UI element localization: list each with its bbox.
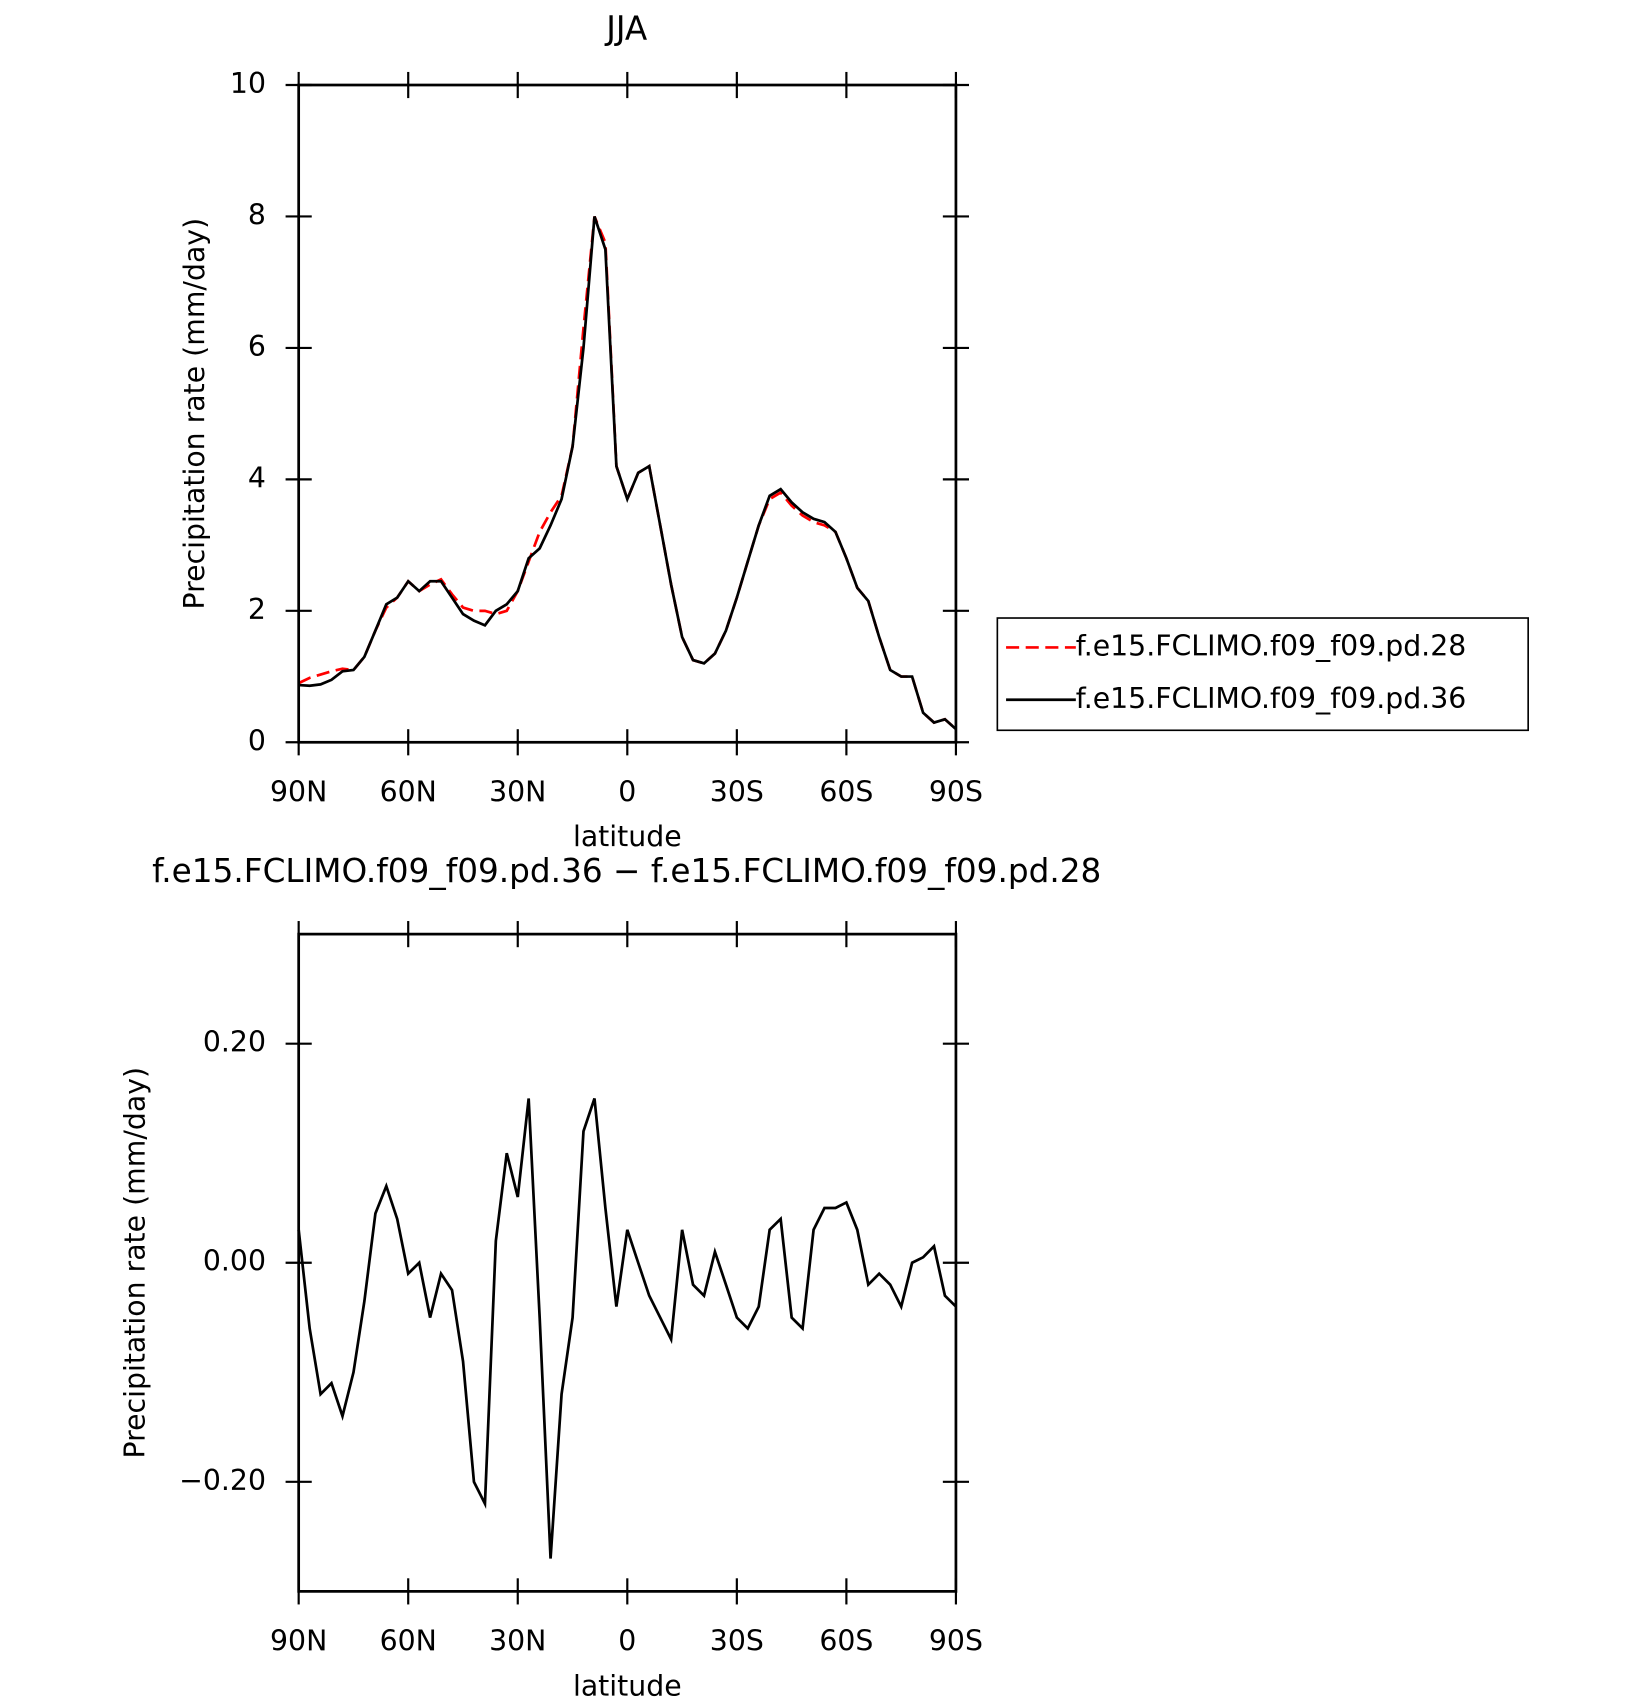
- y-tick-label: 0.00: [203, 1245, 266, 1278]
- x-axis-label: latitude: [573, 820, 682, 853]
- x-tick-label: 30N: [489, 1625, 546, 1658]
- x-tick-label: 60N: [380, 1625, 437, 1658]
- y-tick-label: 0: [248, 724, 266, 757]
- y-tick-label: 6: [248, 330, 266, 363]
- x-tick-label: 0: [618, 1625, 636, 1658]
- y-tick-label: 4: [248, 461, 266, 494]
- plot-frame: [297, 932, 958, 1593]
- legend-box: [996, 617, 1529, 732]
- y-tick-label: 8: [248, 198, 266, 231]
- chart-title: JJA: [604, 10, 648, 48]
- y-tick-label: 0.20: [203, 1026, 266, 1059]
- data-line: [297, 1098, 957, 1559]
- y-tick-label: 10: [230, 67, 266, 100]
- x-tick-label: 60S: [819, 776, 873, 809]
- x-tick-label: 90N: [270, 776, 327, 809]
- x-axis-label: latitude: [573, 1669, 682, 1702]
- x-tick-label: 90S: [929, 1625, 983, 1658]
- plot-frame: [297, 83, 958, 744]
- x-tick-label: 30S: [710, 1625, 764, 1658]
- x-tick-label: 60S: [819, 1625, 873, 1658]
- y-axis-label: Precipitation rate (mm/day): [178, 218, 211, 610]
- x-tick-label: 0: [618, 776, 636, 809]
- data-line: [298, 216, 957, 731]
- chart-title: f.e15.FCLIMO.f09_f09.pd.36 − f.e15.FCLIM…: [152, 852, 1101, 890]
- x-tick-label: 60N: [380, 776, 437, 809]
- x-tick-label: 90S: [929, 776, 983, 809]
- y-axis-label: Precipitation rate (mm/day): [118, 1067, 151, 1459]
- x-tick-label: 30N: [489, 776, 546, 809]
- legend-label: f.e15.FCLIMO.f09_f09.pd.28: [1076, 629, 1466, 662]
- x-tick-label: 90N: [270, 1625, 327, 1658]
- y-tick-label: −0.20: [179, 1464, 266, 1497]
- data-line: [298, 215, 957, 731]
- x-tick-label: 30S: [710, 776, 764, 809]
- legend-label: f.e15.FCLIMO.f09_f09.pd.36: [1076, 682, 1466, 715]
- y-tick-label: 2: [248, 593, 266, 626]
